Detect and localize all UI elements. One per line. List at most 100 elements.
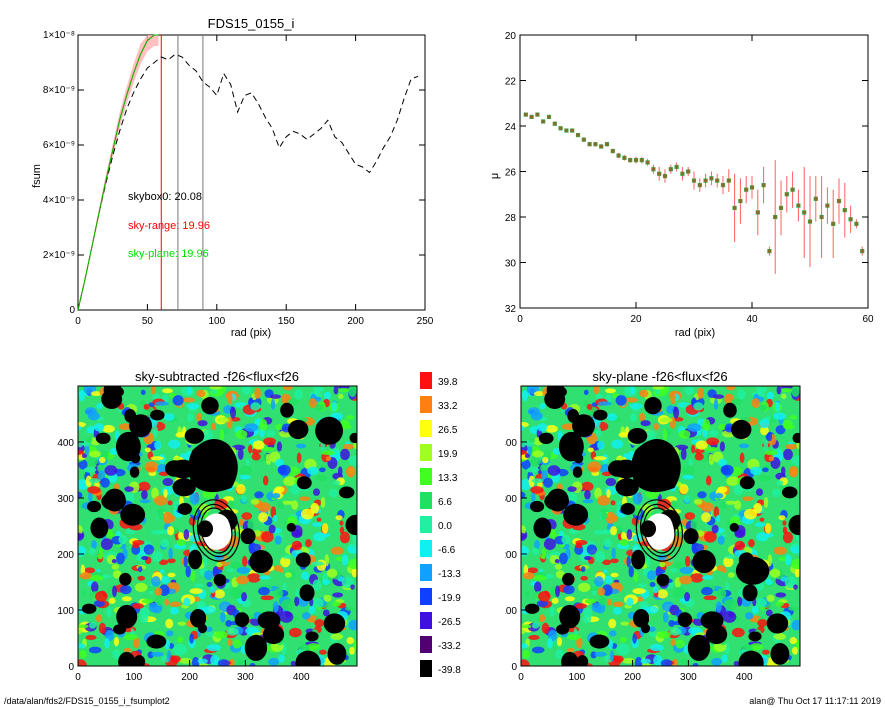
- noise-blob: [734, 540, 746, 551]
- noise-blob: [139, 400, 146, 406]
- noise-blob: [713, 398, 719, 410]
- noise-blob: [584, 490, 591, 500]
- noise-blob: [91, 581, 99, 593]
- noise-blob: [78, 442, 83, 448]
- noise-blob: [719, 441, 725, 452]
- noise-blob: [531, 646, 545, 654]
- masked-source: [589, 634, 610, 649]
- data-point: [790, 187, 795, 192]
- data-point: [668, 167, 673, 172]
- noise-blob: [527, 444, 533, 456]
- data-point: [541, 119, 546, 124]
- noise-blob: [319, 467, 326, 473]
- noise-blob: [259, 419, 268, 431]
- noise-blob: [287, 466, 300, 477]
- data-point: [744, 187, 749, 192]
- noise-blob: [756, 386, 763, 396]
- data-point: [802, 210, 807, 215]
- noise-blob: [690, 518, 698, 531]
- data-point: [570, 128, 575, 133]
- noise-blob: [311, 561, 325, 566]
- noise-blob: [194, 583, 204, 588]
- noise-blob: [150, 386, 157, 395]
- noise-blob: [720, 464, 734, 476]
- data-point: [703, 178, 708, 183]
- data-point: [581, 137, 586, 142]
- x-tick-label: 100: [208, 316, 225, 327]
- noise-blob: [762, 649, 770, 655]
- noise-blob: [78, 389, 86, 402]
- noise-blob: [534, 540, 540, 550]
- noise-blob: [701, 586, 713, 596]
- masked-source: [792, 432, 800, 444]
- noise-blob: [141, 490, 148, 500]
- noise-blob: [566, 647, 575, 653]
- masked-source: [562, 572, 575, 586]
- y-tick-label: 300: [505, 494, 517, 505]
- noise-blob: [561, 423, 576, 430]
- noise-blob: [100, 538, 113, 550]
- noise-blob: [311, 522, 323, 527]
- noise-blob: [769, 568, 781, 578]
- masked-source: [656, 573, 670, 587]
- noise-blob: [584, 555, 592, 561]
- noise-blob: [251, 543, 262, 552]
- annotation-sky-plane: sky-plane: 19.96: [128, 248, 209, 260]
- noise-blob: [522, 649, 530, 659]
- noise-blob: [680, 659, 688, 664]
- colorbar-swatch: [420, 636, 432, 653]
- noise-blob: [325, 456, 332, 462]
- data-point: [593, 142, 598, 147]
- image2-title: sky-plane -f26<flux<f26: [592, 369, 727, 384]
- data-point: [575, 133, 581, 138]
- noise-blob: [316, 517, 322, 522]
- noise-blob: [595, 426, 602, 438]
- noise-blob: [322, 579, 330, 586]
- noise-blob: [143, 403, 150, 410]
- noise-blob: [348, 543, 357, 548]
- data-point: [848, 217, 853, 222]
- noise-blob: [216, 562, 223, 568]
- noise-blob: [311, 597, 324, 608]
- noise-blob: [203, 555, 208, 568]
- noise-blob: [229, 658, 235, 666]
- isophote-ellipse: [635, 499, 684, 562]
- noise-blob: [587, 461, 602, 473]
- noise-blob: [791, 455, 800, 466]
- noise-blob: [258, 575, 271, 580]
- noise-blob: [241, 555, 248, 567]
- colorbar-label: 13.3: [438, 473, 458, 484]
- data-point: [691, 178, 697, 183]
- noise-blob: [587, 447, 594, 453]
- masked-source: [213, 573, 227, 587]
- noise-blob: [778, 515, 786, 521]
- noise-blob: [183, 597, 191, 607]
- noise-blob: [597, 440, 605, 450]
- noise-blob: [177, 621, 187, 626]
- noise-blob: [90, 391, 102, 397]
- noise-blob: [657, 498, 672, 510]
- noise-blob: [345, 466, 356, 478]
- noise-blob: [720, 501, 727, 510]
- masked-source: [683, 528, 699, 545]
- noise-blob: [154, 440, 162, 450]
- noise-blob: [94, 423, 105, 432]
- y-tick-label: 26: [505, 168, 517, 179]
- noise-blob: [763, 440, 769, 452]
- noise-blob: [612, 655, 624, 663]
- noise-blob: [766, 432, 772, 442]
- masked-source: [280, 402, 294, 418]
- colorbar-swatch: [420, 492, 432, 509]
- y-tick-label: 24: [505, 122, 517, 133]
- masked-source: [692, 549, 716, 574]
- noise-blob: [315, 404, 325, 411]
- noise-blob: [552, 447, 562, 455]
- noise-blob: [700, 502, 714, 513]
- noise-blob: [597, 587, 606, 596]
- noise-blob: [594, 651, 607, 657]
- noise-blob: [321, 523, 329, 534]
- noise-blob: [350, 584, 355, 590]
- noise-blob: [632, 492, 643, 505]
- data-point: [651, 167, 656, 172]
- masked-source: [544, 492, 570, 511]
